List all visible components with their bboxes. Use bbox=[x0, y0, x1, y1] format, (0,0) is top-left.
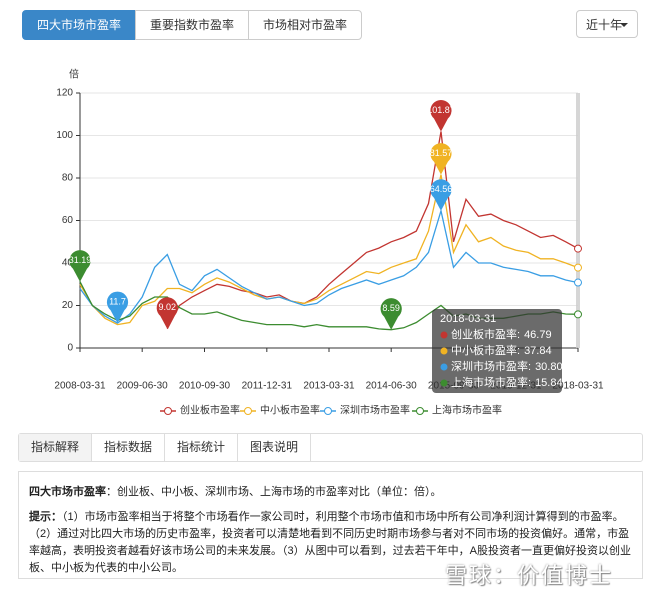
x-tick-label: 2014-06-30 bbox=[366, 381, 418, 392]
legend-item[interactable]: 中小板市盈率 bbox=[240, 404, 320, 417]
tooltip-label: 上海市场市盈率: bbox=[451, 375, 531, 389]
tooltip-title: 2018-03-31 bbox=[440, 313, 496, 325]
watermark: 雪球：价值博士 bbox=[445, 563, 614, 588]
range-selector[interactable]: 近十年 bbox=[576, 10, 638, 38]
chart-tab[interactable]: 四大市场市盈率 bbox=[22, 10, 137, 40]
legend-dot bbox=[164, 407, 172, 415]
series-line bbox=[79, 174, 579, 326]
tooltip-value: 37.84 bbox=[524, 345, 552, 357]
mark-pin bbox=[430, 143, 452, 175]
tooltip-dot bbox=[440, 363, 448, 371]
y-tick-label: 120 bbox=[56, 88, 73, 99]
series-line bbox=[79, 208, 579, 324]
tooltip: 2018-03-31 创业板市盈率: 46.79 中小板市盈率: 37.84 深圳市场市盈… bbox=[432, 309, 563, 393]
mark-pin bbox=[380, 298, 402, 330]
mark-label: 8.59 bbox=[382, 303, 400, 313]
mark-pin bbox=[69, 250, 91, 282]
x-tick-label: 2008-03-31 bbox=[54, 381, 106, 392]
mark-pin bbox=[156, 297, 178, 329]
y-axis-label: 倍 bbox=[69, 68, 79, 81]
legend-label: 创业板市盈率 bbox=[180, 404, 240, 417]
end-point bbox=[574, 244, 582, 253]
legend-item[interactable]: 上海市场市盈率 bbox=[412, 404, 502, 417]
legend-dot bbox=[416, 407, 424, 415]
chart-tab[interactable]: 重要指数市盈率 bbox=[135, 10, 250, 40]
chart-tabs: 四大市场市盈率 重要指数市盈率 市场相对市盈率 bbox=[22, 10, 363, 40]
legend-item[interactable]: 创业板市盈率 bbox=[160, 404, 240, 417]
tooltip-row: 创业板市盈率: 46.79 bbox=[451, 327, 552, 341]
x-tick-label: 2013-03-31 bbox=[303, 381, 355, 392]
tooltip-row: 上海市场市盈率: 15.84 bbox=[451, 375, 563, 389]
chart-tab[interactable]: 市场相对市盈率 bbox=[248, 10, 363, 40]
tooltip-value: 30.80 bbox=[535, 361, 563, 373]
x-tick-label: 2011-12-31 bbox=[242, 381, 293, 392]
tooltip-label: 中小板市盈率: bbox=[451, 343, 520, 357]
tooltip-row: 深圳市场市盈率: 30.80 bbox=[451, 359, 563, 373]
y-tick-label: 40 bbox=[62, 258, 74, 269]
mark-label: 11.7 bbox=[109, 297, 126, 307]
mark-label: 9.02 bbox=[159, 302, 177, 312]
info-tab[interactable]: 指标解释 bbox=[19, 434, 93, 461]
mark-pin bbox=[430, 179, 452, 211]
end-point bbox=[574, 310, 582, 319]
tooltip-dot bbox=[440, 331, 448, 339]
info-tabs: 指标解释 指标数据 指标统计 图表说明 bbox=[18, 433, 643, 462]
info-title-text: ：创业板、中小板、深圳市场、上海市场的市盈率对比（单位：倍）。 bbox=[106, 486, 442, 498]
x-tick-label: 2018-03-31 bbox=[552, 381, 604, 392]
tooltip-dot bbox=[440, 379, 448, 387]
mark-label: 101.87 bbox=[427, 105, 455, 115]
y-tick-label: 60 bbox=[62, 215, 74, 226]
hint-text: （1）市场市盈率相当于将整个市场看作一家公司时，利用整个市场市值和市场中所有公司… bbox=[29, 511, 631, 574]
legend-dot bbox=[244, 407, 252, 415]
info-tab[interactable]: 图表说明 bbox=[238, 434, 312, 461]
y-tick-label: 0 bbox=[67, 343, 73, 354]
hint-label: 提示： bbox=[29, 511, 62, 523]
info-title: 四大市场市盈率 bbox=[29, 486, 106, 498]
y-tick-label: 20 bbox=[62, 300, 74, 311]
info-panel: 四大市场市盈率：创业板、中小板、深圳市场、上海市场的市盈率对比（单位：倍）。 提… bbox=[18, 471, 643, 579]
legend-label: 上海市场市盈率 bbox=[432, 404, 502, 417]
mark-label: 81.57 bbox=[430, 148, 453, 158]
series-line bbox=[166, 131, 579, 330]
tooltip-dot bbox=[440, 347, 448, 355]
x-tick-label: 2009-06-30 bbox=[117, 381, 169, 392]
tooltip-label: 创业板市盈率: bbox=[451, 327, 520, 341]
end-point bbox=[574, 278, 582, 287]
legend-label: 深圳市场市盈率 bbox=[340, 404, 410, 417]
info-tab[interactable]: 指标数据 bbox=[92, 434, 166, 461]
end-point bbox=[574, 263, 582, 272]
legend-item[interactable]: 深圳市场市盈率 bbox=[320, 404, 410, 417]
mark-label: 31.19 bbox=[69, 255, 92, 265]
tooltip-value: 46.79 bbox=[524, 329, 552, 341]
legend-dot bbox=[324, 407, 332, 415]
mark-pin bbox=[430, 99, 452, 132]
x-tick-label: 2010-09-30 bbox=[179, 381, 231, 392]
y-tick-label: 80 bbox=[62, 173, 74, 184]
legend-label: 中小板市盈率 bbox=[260, 404, 320, 417]
info-tab[interactable]: 指标统计 bbox=[165, 434, 239, 461]
tooltip-label: 深圳市场市盈率: bbox=[451, 359, 531, 373]
mark-label: 64.56 bbox=[430, 184, 453, 194]
y-tick-label: 100 bbox=[56, 130, 73, 141]
tooltip-row: 中小板市盈率: 37.84 bbox=[451, 343, 552, 357]
tooltip-box bbox=[432, 309, 562, 393]
mark-pin bbox=[106, 291, 129, 324]
tooltip-value: 15.84 bbox=[535, 377, 563, 389]
chart: 倍 0 20 40 60 80 100 120 2008-03-31 2009-06-30 2010… bbox=[54, 68, 604, 417]
